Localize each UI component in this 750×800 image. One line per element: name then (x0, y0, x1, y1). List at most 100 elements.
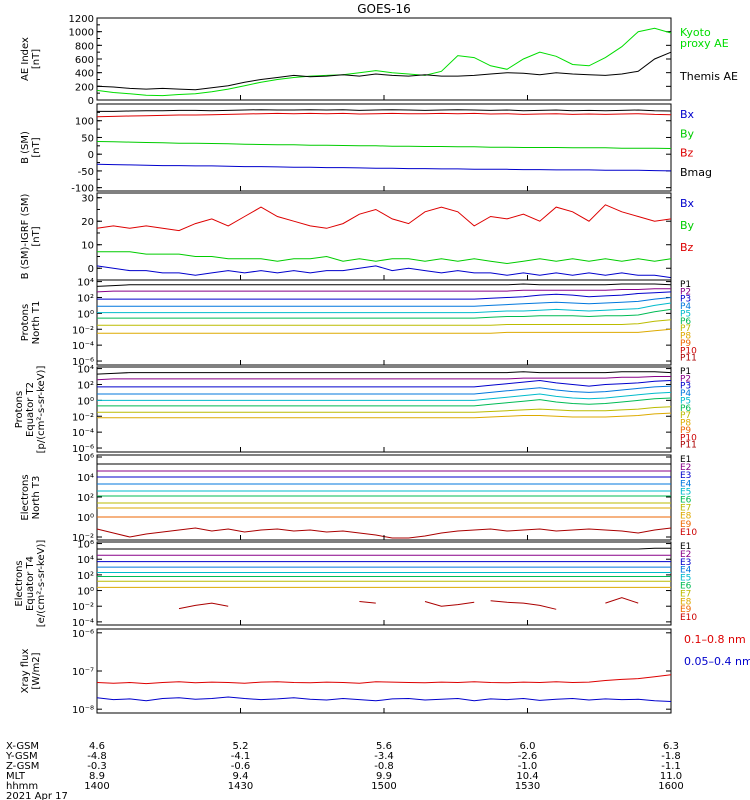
y-tick-label: -100 (71, 184, 94, 195)
legend-entry: Themis AE (679, 70, 738, 83)
series-line (96, 163, 672, 172)
y-axis-label: [nT] (31, 49, 42, 69)
y-tick-label: 10⁻⁷ (72, 667, 94, 678)
legend-entry: P11 (680, 354, 697, 364)
y-axis-label: Protons (20, 304, 31, 341)
y-axis-label: [W/m2] (31, 652, 42, 689)
legend-entry: Bx (680, 197, 695, 210)
x-tick-label: -0.6 (231, 761, 251, 772)
legend-entry: By (680, 127, 695, 140)
panel-e_equator: 10⁻⁴ 10⁻² 10⁰ 10² 10⁴ 10⁶ Electrons Equator T4[… (14, 540, 697, 629)
y-tick-label: 10⁻² (72, 325, 94, 336)
legend-entry: P6 (680, 404, 691, 414)
x-row-label: MLT (6, 771, 26, 782)
y-tick-label: 10⁻⁴ (72, 341, 94, 352)
x-tick-label: 1400 (84, 781, 109, 792)
y-tick-label: 0 (88, 264, 94, 275)
y-axis-label: Equator T4 (25, 556, 36, 611)
legend-entry: P3 (680, 382, 691, 392)
panel-bdiff: 0 10 20 30 B (SM)-IGRF (SM) [nT] Bx By Bz (20, 192, 695, 281)
x-tick-label: -2.6 (518, 751, 538, 762)
legend-entry: E3 (680, 558, 691, 568)
legend-entry: P7 (680, 411, 691, 421)
y-axis-label: North T3 (31, 476, 42, 520)
x-tick-label: 10.4 (516, 771, 538, 782)
y-tick-label: 10⁴ (77, 555, 94, 566)
y-tick-label: 600 (75, 55, 94, 66)
y-tick-label: 200 (75, 82, 94, 93)
y-tick-label: 0 (88, 96, 94, 107)
series-segment (490, 600, 557, 610)
x-tick-label: 9.4 (233, 771, 249, 782)
panel-frame (96, 366, 672, 453)
series-line (97, 328, 672, 334)
y-tick-label: 10⁰ (77, 513, 94, 524)
series-line (97, 385, 672, 395)
y-tick-label: 10⁶ (77, 540, 94, 551)
x-row-label: hhmm (6, 781, 38, 792)
legend-entry: E4 (680, 566, 692, 576)
y-tick-label: 10⁻⁶ (72, 629, 94, 640)
x-tick-label: -1.0 (518, 761, 538, 772)
date-label: 2021 Apr 17 (6, 791, 68, 800)
y-axis-label: [p/(cm²-s-sr-keV)] (36, 366, 47, 454)
series-line (96, 51, 672, 91)
series-line (97, 397, 672, 407)
y-tick-label: 1200 (69, 14, 94, 25)
series-line (97, 412, 672, 419)
y-tick-label: 10⁴ (77, 365, 94, 376)
y-axis-label: AE Index (20, 37, 31, 81)
x-tick-label: -4.8 (87, 751, 107, 762)
y-tick-label: 10⁻⁶ (72, 444, 94, 455)
panel-ae: 0 200 400 600 800 1000 1200 AE Index [nT] Kyotopr… (20, 14, 738, 107)
x-tick-label: -0.3 (87, 761, 107, 772)
legend-entry: E6 (680, 496, 692, 506)
y-tick-label: 400 (75, 69, 94, 80)
y-axis-label: Electrons (14, 560, 25, 606)
legend-entry: P8 (680, 419, 691, 429)
y-axis-label: B (SM) (20, 131, 31, 164)
y-tick-label: 10² (77, 293, 94, 304)
y-tick-label: 10⁻⁶ (72, 357, 94, 368)
legend-entry: Bz (680, 147, 694, 160)
x-tick-label: 5.6 (376, 741, 392, 752)
legend-entry: P6 (680, 317, 691, 327)
y-tick-label: 10⁰ (77, 309, 94, 320)
series-line (97, 291, 672, 300)
y-axis-label: Electrons (20, 474, 31, 520)
series-line (96, 141, 672, 149)
series-line (96, 288, 671, 293)
legend-entry: P11 (680, 441, 697, 451)
series-line (97, 109, 672, 112)
series-line (96, 204, 672, 232)
y-tick-label: 30 (81, 194, 94, 205)
panel-frame (96, 628, 672, 714)
series-line (97, 319, 672, 326)
legend-entry: Bz (680, 241, 694, 254)
y-tick-label: 10⁻⁴ (72, 618, 94, 629)
y-axis-label: North T1 (31, 301, 42, 345)
series-segment (424, 601, 475, 607)
y-tick-label: 10⁻² (72, 412, 94, 423)
series-line (97, 379, 672, 388)
legend-entry: P1 (680, 367, 691, 377)
y-tick-label: 10⁻² (72, 533, 94, 544)
series-segment (359, 601, 376, 604)
x-row-label: Y-GSM (5, 751, 38, 762)
x-row-label: X-GSM (6, 741, 39, 752)
y-tick-label: 100 (75, 117, 94, 128)
legend-entry: Bmag (680, 166, 712, 179)
legend-entry: E2 (680, 463, 691, 473)
x-tick-label: 1430 (228, 781, 253, 792)
legend-entry: P5 (680, 309, 691, 319)
x-tick-label: -3.4 (374, 751, 394, 762)
panel-frame (96, 279, 672, 366)
legend-entry: E6 (680, 582, 692, 592)
y-axis-label: [e/(cm²-s-sr-keV)] (36, 540, 47, 628)
x-row-label: Z-GSM (6, 761, 39, 772)
y-tick-label: 10⁰ (77, 587, 94, 598)
series-line (96, 283, 672, 287)
x-tick-label: -0.8 (374, 761, 394, 772)
x-tick-label: 8.9 (89, 771, 105, 782)
